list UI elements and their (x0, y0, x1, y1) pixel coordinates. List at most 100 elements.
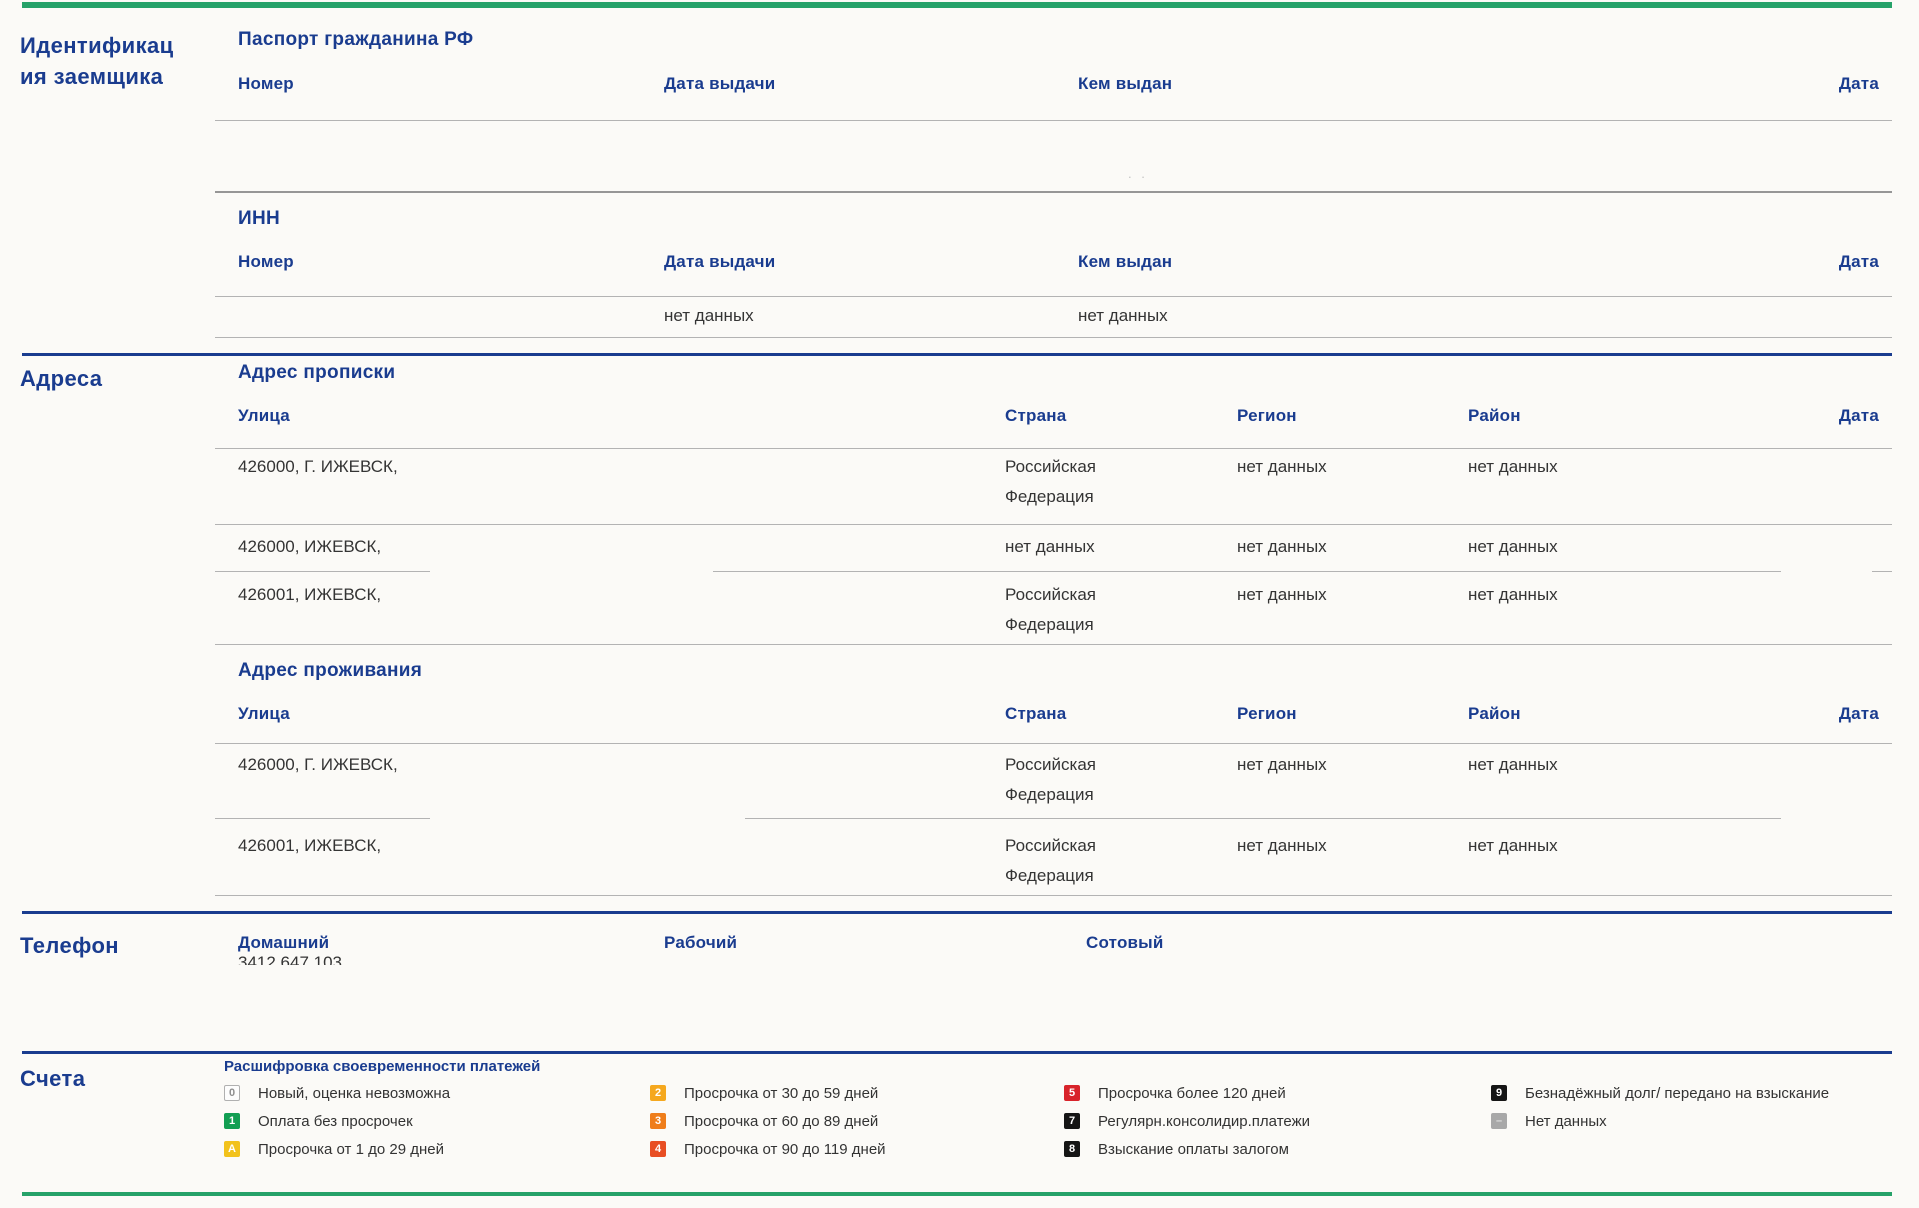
legend-column-4: 9 Безнадёжный долг/ передано на взыскани… (1491, 1085, 1829, 1141)
legend-column-1: 0 Новый, оценка невозможна 1 Оплата без … (224, 1085, 450, 1169)
inn-issue-date-value: нет данных (664, 306, 754, 325)
res-col-region: Регион (1237, 704, 1297, 723)
reg-row3-region: нет данных (1237, 585, 1327, 604)
reg-row3-country: Российская Федерация (1005, 585, 1097, 634)
res-row2-district: нет данных (1468, 836, 1558, 855)
passport-col-issue-date: Дата выдачи (664, 74, 776, 93)
legend-badge-a-icon: A (224, 1141, 240, 1157)
passport-col-issued-by: Кем выдан (1078, 74, 1173, 93)
inn-col-issue-date: Дата выдачи (664, 252, 776, 271)
res-row1-bottom-line-right (745, 818, 1781, 819)
legend-label: Нет данных (1525, 1112, 1607, 1130)
res-col-district: Район (1468, 704, 1521, 723)
legend-label: Безнадёжный долг/ передано на взыскание (1525, 1084, 1830, 1102)
reg-row1-street: 426000, Г. ИЖЕВСК, (238, 457, 398, 476)
section-label-addresses: Адреса (20, 366, 103, 391)
reg-col-district: Район (1468, 406, 1521, 425)
res-col-date: Дата (1838, 704, 1879, 723)
reg-row2-street: 426000, ИЖЕВСК, (238, 537, 382, 556)
phone-col-work: Рабочий (664, 933, 738, 952)
passport-row-top-line (215, 120, 1892, 121)
legend-item-delay-1-29: A Просрочка от 1 до 29 дней (224, 1141, 450, 1158)
legend-badge-dash-icon: – (1491, 1113, 1507, 1129)
inn-col-number: Номер (238, 252, 294, 271)
passport-row-bottom-line (215, 191, 1892, 193)
legend-badge-2-icon: 2 (650, 1085, 666, 1101)
res-col-street: Улица (238, 704, 290, 723)
legend-column-3: 5 Просрочка более 120 дней 7 Регулярн.ко… (1064, 1085, 1310, 1169)
section-label-accounts: Счета (20, 1066, 86, 1091)
passport-redacted-marks: . . (1128, 166, 1148, 181)
legend-label: Просрочка от 30 до 59 дней (684, 1084, 879, 1102)
reg-col-region: Регион (1237, 406, 1297, 425)
reg-row1-country: Российская Федерация (1005, 457, 1097, 506)
legend-badge-9-icon: 9 (1491, 1085, 1507, 1101)
inn-col-issued-by: Кем выдан (1078, 252, 1173, 271)
res-row1-district: нет данных (1468, 755, 1558, 774)
reg-table-top-line (215, 448, 1892, 449)
phone-col-mobile: Сотовый (1086, 933, 1164, 952)
legend-label: Просрочка более 120 дней (1098, 1084, 1286, 1102)
res-row1-bottom-line-left (215, 818, 430, 819)
legend-item-delay-90-119: 4 Просрочка от 90 до 119 дней (650, 1140, 886, 1158)
legend-item-no-delay: 1 Оплата без просрочек (224, 1112, 450, 1130)
res-col-country: Страна (1005, 704, 1067, 723)
legend-label: Регулярн.консолидир.платежи (1098, 1112, 1310, 1130)
legend-item-delay-60-89: 3 Просрочка от 60 до 89 дней (650, 1112, 886, 1130)
section-label-phone: Телефон (20, 933, 119, 958)
legend-label: Оплата без просрочек (258, 1112, 413, 1130)
reg-col-street: Улица (238, 406, 290, 425)
reg-col-country: Страна (1005, 406, 1067, 425)
inn-table-title: ИНН (238, 208, 280, 229)
divider-phone (22, 911, 1892, 914)
legend-item-no-data: – Нет данных (1491, 1112, 1829, 1130)
section-label-line1: Идентификац (20, 33, 174, 58)
legend-item-consolidated: 7 Регулярн.консолидир.платежи (1064, 1112, 1310, 1130)
reg-row2-bottom-line-right (713, 571, 1781, 572)
inn-row-top-line (215, 296, 1892, 297)
legend-badge-0-icon: 0 (224, 1085, 240, 1101)
res-row2-region: нет данных (1237, 836, 1327, 855)
section-label-identification: Идентификац ия заемщика (20, 30, 230, 92)
legend-badge-7-icon: 7 (1064, 1113, 1080, 1129)
reg-row3-street: 426001, ИЖЕВСК, (238, 585, 382, 604)
legend-badge-1-icon: 1 (224, 1113, 240, 1129)
registration-address-title: Адрес прописки (238, 362, 396, 383)
res-row1-region: нет данных (1237, 755, 1327, 774)
reg-row3-district: нет данных (1468, 585, 1558, 604)
passport-col-number: Номер (238, 74, 294, 93)
legend-item-bad-debt: 9 Безнадёжный долг/ передано на взыскани… (1491, 1084, 1830, 1102)
legend-badge-8-icon: 8 (1064, 1141, 1080, 1157)
bottom-green-rule (22, 1192, 1892, 1196)
legend-item-delay-30-59: 2 Просрочка от 30 до 59 дней (650, 1084, 886, 1102)
legend-label: Просрочка от 60 до 89 дней (684, 1112, 879, 1130)
res-row1-country: Российская Федерация (1005, 755, 1097, 804)
legend-item-new: 0 Новый, оценка невозможна (224, 1084, 451, 1102)
res-row2-street: 426001, ИЖЕВСК, (238, 836, 382, 855)
reg-row1-bottom-line (215, 524, 1892, 525)
phone-col-home: Домашний (238, 933, 330, 952)
reg-col-date: Дата (1838, 406, 1879, 425)
phone-home-value-clipped: 3412 647 103 (238, 952, 538, 965)
res-row2-country: Российская Федерация (1005, 836, 1097, 885)
res-table-top-line (215, 743, 1892, 744)
res-table-bottom-line (215, 895, 1892, 896)
inn-issued-by-value: нет данных (1078, 306, 1168, 325)
divider-accounts (22, 1051, 1892, 1054)
section-label-line2: ия заемщика (20, 64, 164, 89)
legend-badge-3-icon: 3 (650, 1113, 666, 1129)
reg-row2-district: нет данных (1468, 537, 1558, 556)
divider-addresses (22, 353, 1892, 356)
residence-address-title: Адрес проживания (238, 660, 423, 681)
legend-label: Просрочка от 90 до 119 дней (684, 1140, 886, 1158)
legend-label: Новый, оценка невозможна (258, 1084, 451, 1102)
reg-row2-region: нет данных (1237, 537, 1327, 556)
inn-row-bottom-line (215, 337, 1892, 338)
passport-col-date: Дата (1838, 74, 1879, 93)
legend-item-collateral: 8 Взыскание оплаты залогом (1064, 1141, 1310, 1158)
reg-table-bottom-line (215, 644, 1892, 645)
reg-row1-district: нет данных (1468, 457, 1558, 476)
legend-badge-5-icon: 5 (1064, 1085, 1080, 1101)
inn-col-date: Дата (1838, 252, 1879, 271)
